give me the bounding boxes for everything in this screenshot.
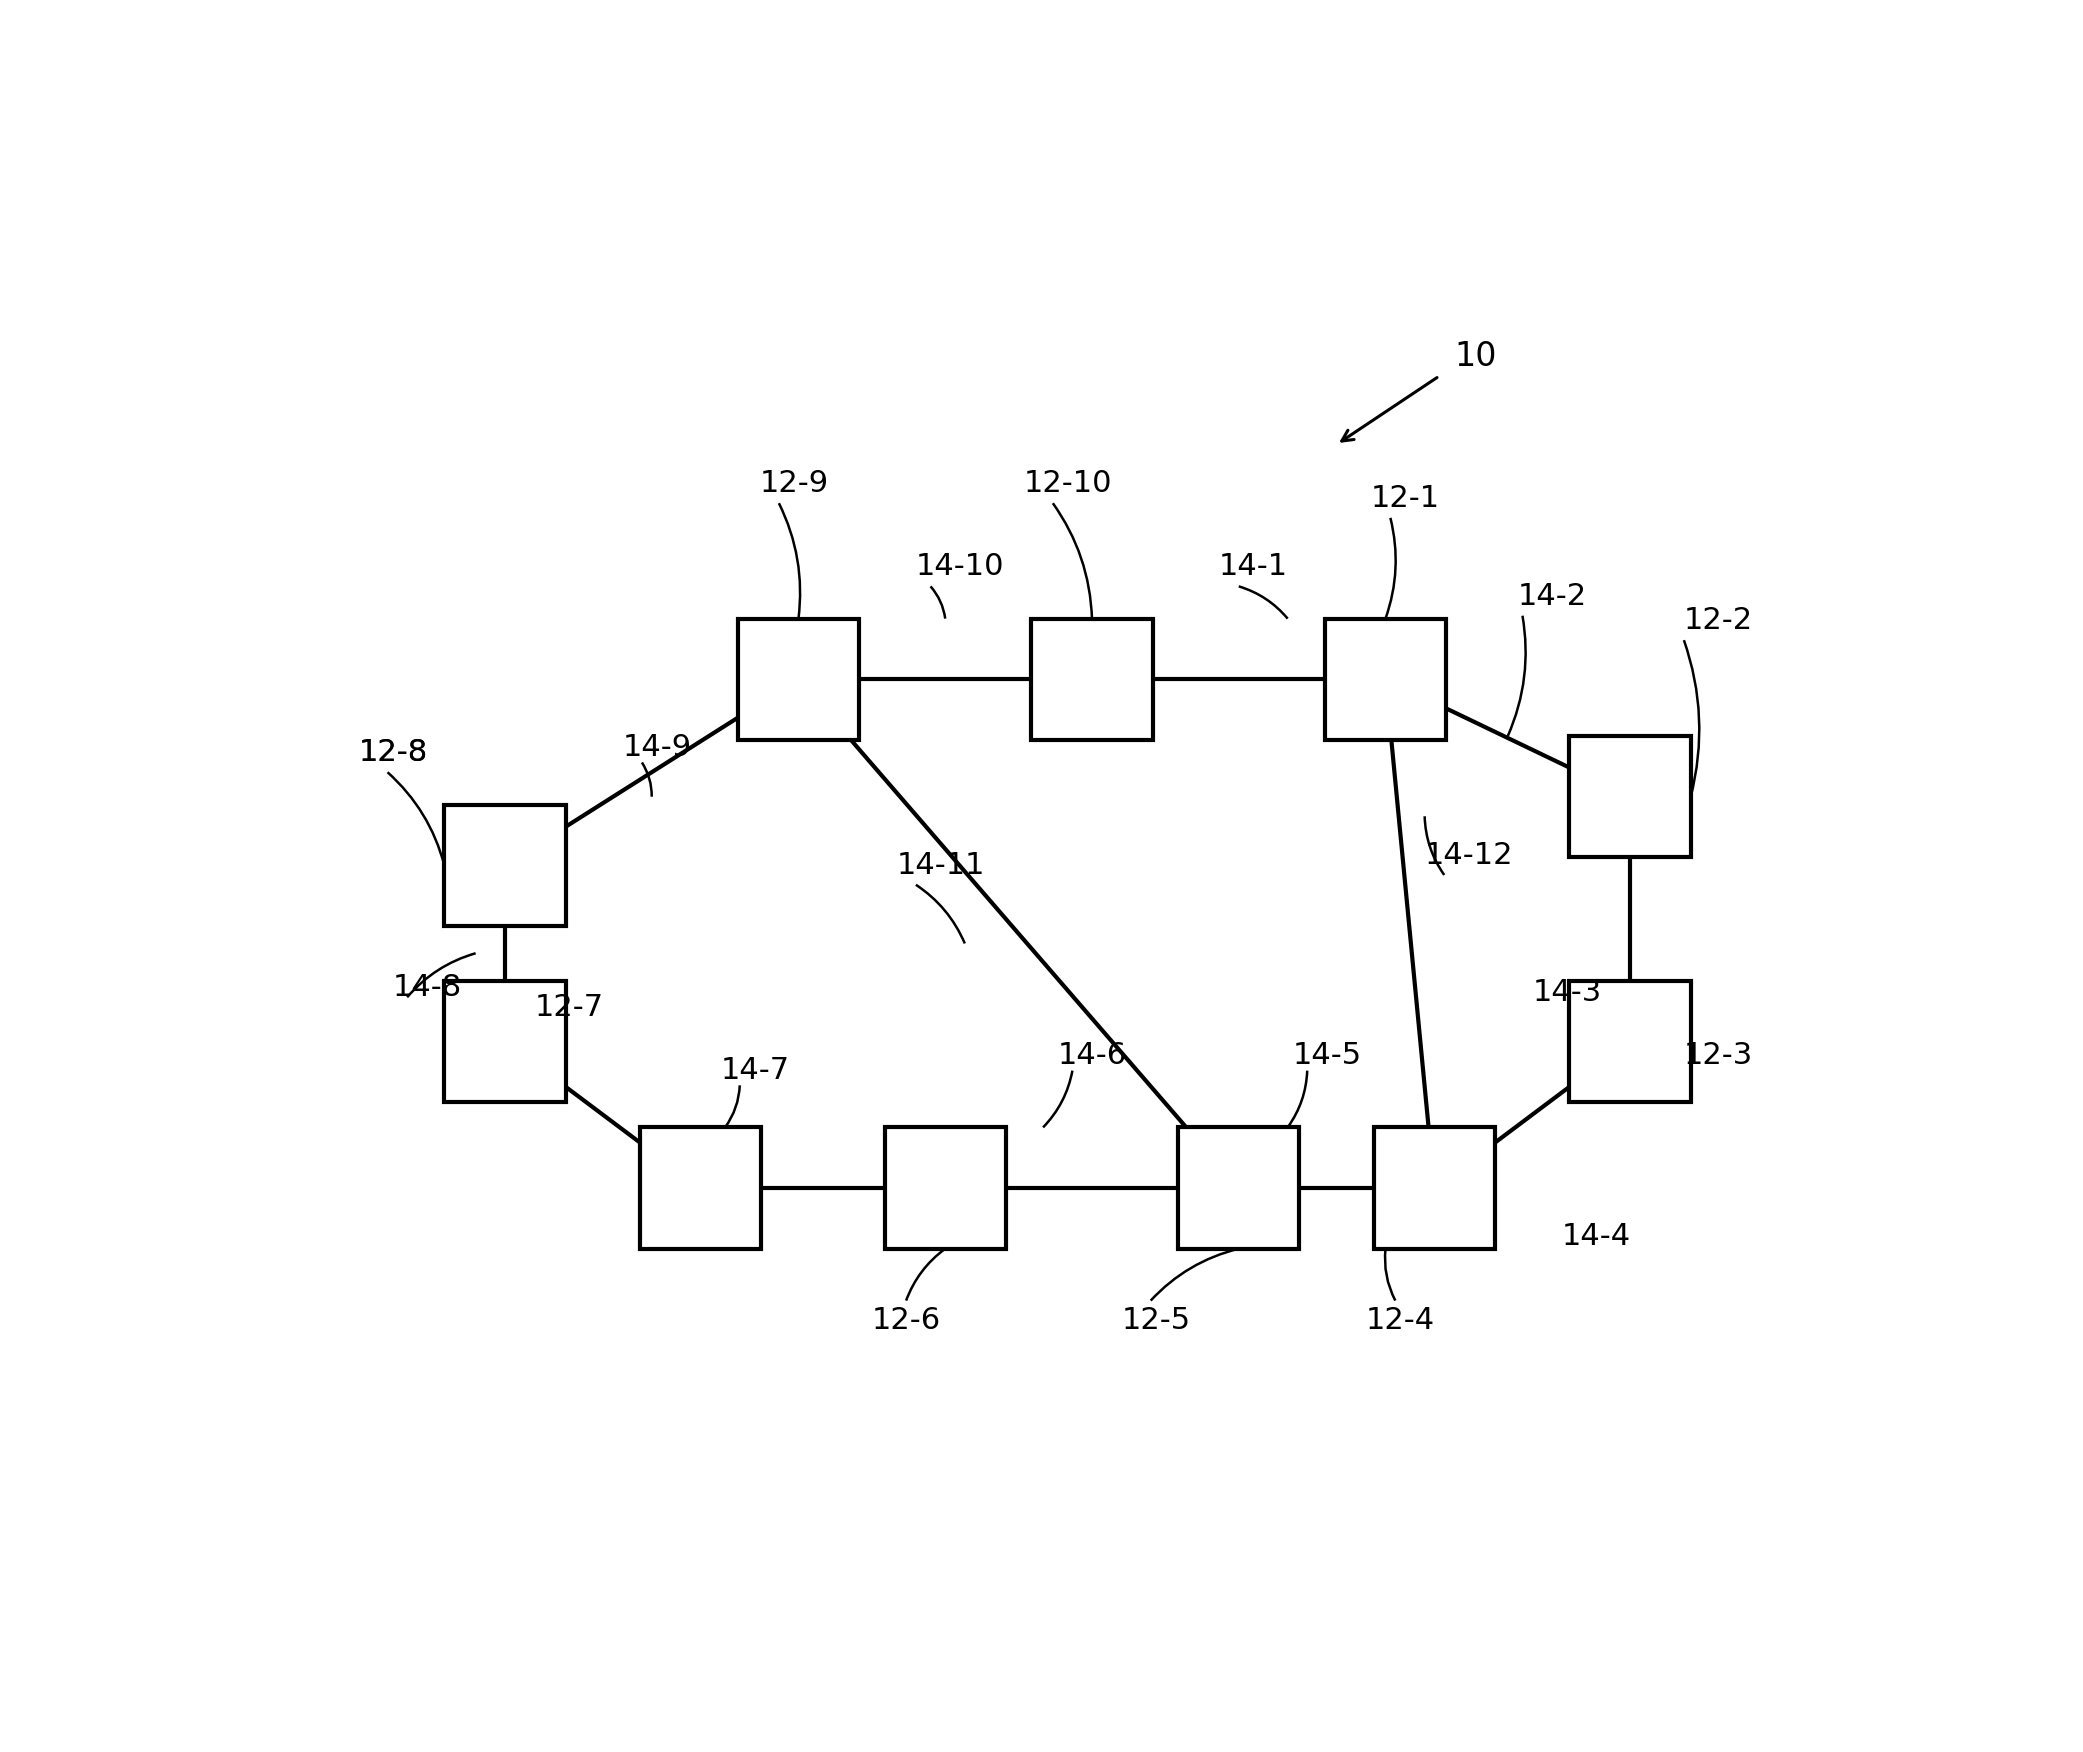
Text: 14-12: 14-12	[1425, 841, 1512, 871]
Text: 14-1: 14-1	[1219, 552, 1287, 582]
Text: 14-3: 14-3	[1533, 978, 1602, 1007]
Text: 14-2: 14-2	[1519, 582, 1587, 611]
Text: 14-7: 14-7	[721, 1056, 789, 1084]
Bar	[444, 804, 567, 925]
Text: 12-4: 12-4	[1366, 1305, 1435, 1335]
Text: 14-9: 14-9	[623, 734, 692, 762]
Text: 14-8: 14-8	[392, 972, 462, 1002]
Bar	[1568, 736, 1691, 857]
Text: 12-10: 12-10	[1023, 470, 1112, 498]
Text: 12-6: 12-6	[873, 1305, 942, 1335]
Bar	[639, 1127, 760, 1249]
Text: 12-9: 12-9	[760, 470, 829, 498]
Bar	[885, 1127, 1006, 1249]
Text: 10: 10	[1454, 340, 1496, 373]
Text: 12-2: 12-2	[1683, 606, 1754, 634]
Text: 14-10: 14-10	[917, 552, 1004, 582]
Text: 14-4: 14-4	[1562, 1223, 1631, 1251]
Bar	[1568, 981, 1691, 1102]
Text: 14-11: 14-11	[896, 851, 985, 880]
Text: 12-8: 12-8	[358, 738, 427, 767]
Text: 12-3: 12-3	[1683, 1041, 1754, 1070]
Text: 14-5: 14-5	[1294, 1041, 1362, 1070]
Bar	[444, 981, 567, 1102]
Text: 12-8: 12-8	[358, 738, 427, 767]
Text: 12-5: 12-5	[1121, 1305, 1191, 1335]
Bar	[1325, 618, 1446, 739]
Bar	[737, 618, 858, 739]
Text: 12-7: 12-7	[535, 993, 604, 1021]
Bar	[1031, 618, 1152, 739]
Bar	[1375, 1127, 1496, 1249]
Bar	[1179, 1127, 1300, 1249]
Text: 12-1: 12-1	[1371, 484, 1439, 513]
Text: 14-6: 14-6	[1058, 1041, 1127, 1070]
